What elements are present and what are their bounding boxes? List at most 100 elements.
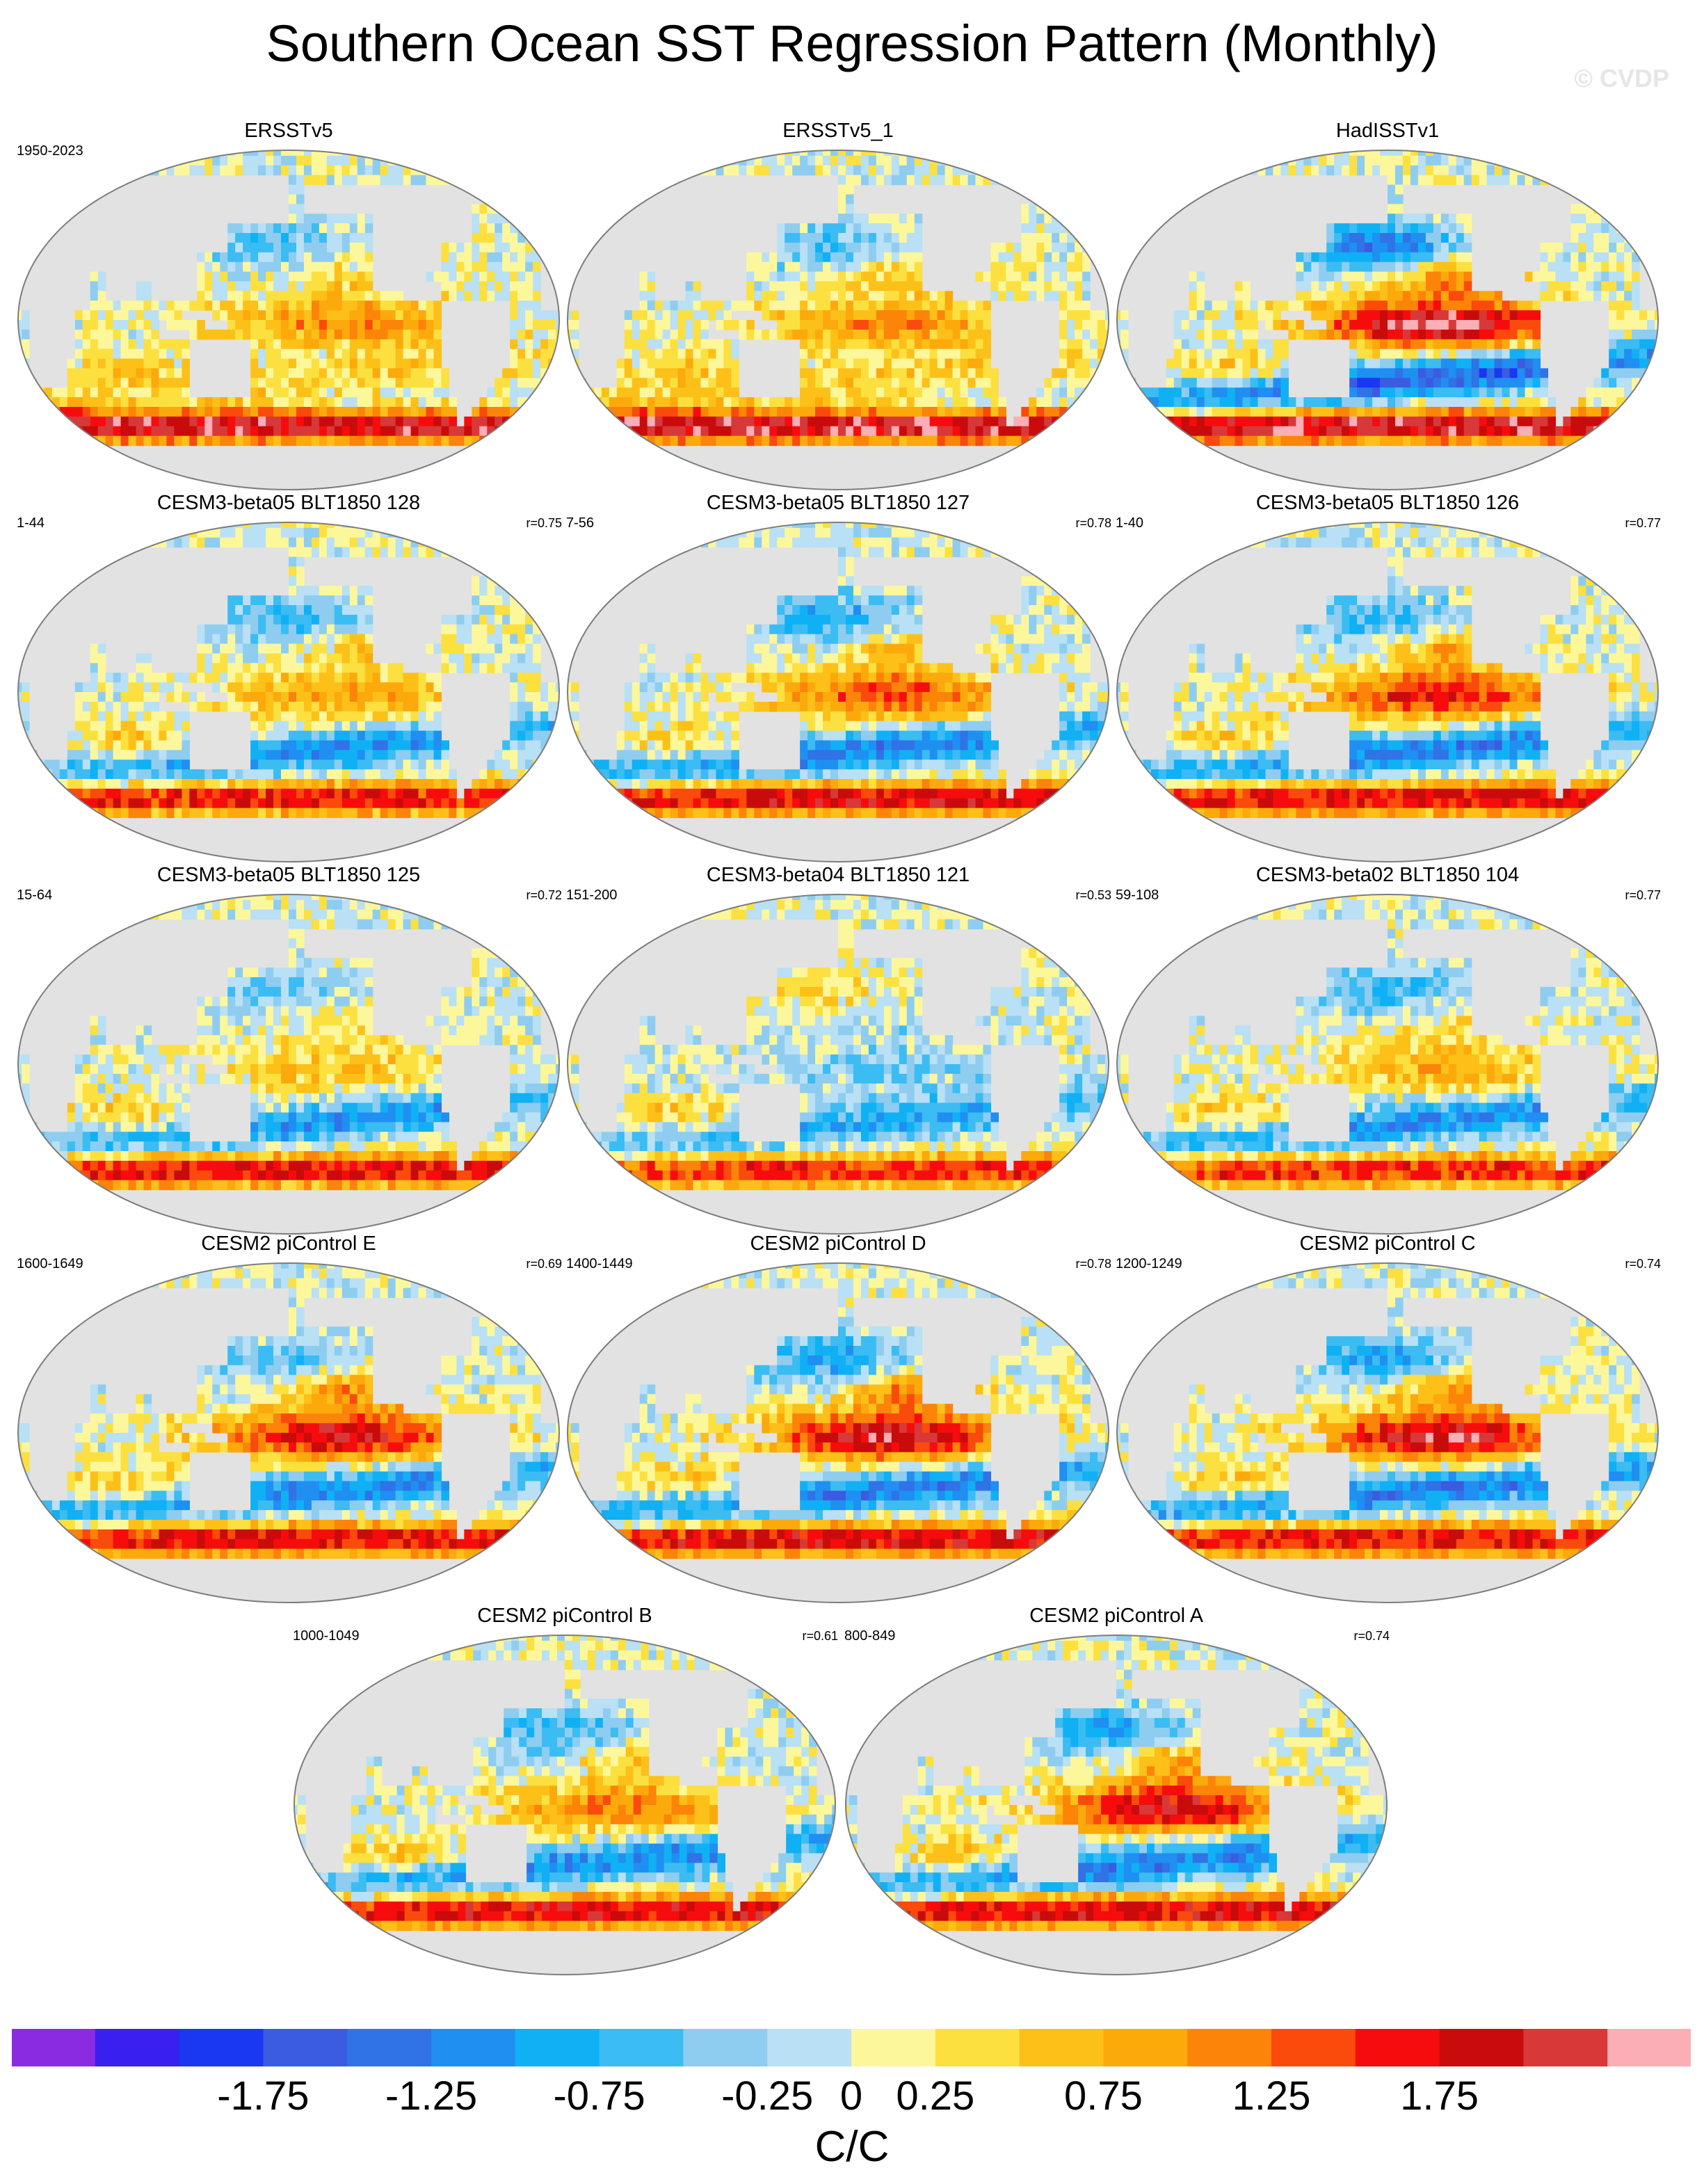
map-cell	[883, 407, 892, 417]
map-cell	[693, 378, 702, 388]
map-cell	[860, 378, 869, 388]
map-cell	[1471, 175, 1480, 186]
map-cell	[29, 397, 38, 408]
map-cell	[479, 281, 488, 291]
map-cell	[754, 329, 762, 340]
map-cell	[1204, 416, 1213, 427]
map-cell	[1639, 387, 1648, 398]
map-cell	[449, 281, 457, 291]
map-cell	[1105, 165, 1109, 176]
map-cell	[868, 252, 877, 263]
map-cell	[1532, 426, 1541, 437]
map-cell	[1334, 397, 1342, 408]
map-cell	[815, 233, 823, 243]
map-cell	[540, 614, 549, 625]
map-cell	[1090, 184, 1098, 195]
map-cell	[113, 300, 122, 311]
map-cell	[296, 643, 305, 655]
map-cell	[243, 653, 251, 664]
map-cell	[662, 320, 671, 330]
map-cell	[220, 416, 228, 427]
map-cell	[243, 252, 251, 263]
map-cell	[136, 291, 145, 301]
map-cell	[1036, 242, 1045, 253]
map-cell	[700, 416, 709, 427]
map-cell	[1349, 155, 1358, 166]
map-cell	[883, 300, 892, 311]
map-cell	[1036, 397, 1045, 408]
map-cell	[479, 407, 488, 417]
map-cell	[303, 527, 312, 538]
map-cell	[556, 426, 559, 437]
map-cell	[1219, 435, 1228, 447]
map-cell	[387, 339, 396, 350]
map-cell	[785, 291, 793, 301]
map-cell	[487, 242, 495, 253]
map-cell	[853, 262, 862, 273]
map-cell	[876, 150, 885, 156]
map-cell	[1410, 233, 1419, 243]
map-cell	[654, 387, 664, 398]
map-cell	[1365, 387, 1373, 398]
map-cell	[1388, 175, 1396, 186]
map-cell	[510, 634, 518, 645]
map-cell	[700, 387, 709, 398]
map-cell	[1632, 348, 1640, 360]
map-cell	[136, 348, 145, 360]
map-cell	[227, 320, 236, 330]
map-cell	[670, 407, 679, 417]
map-cell	[1624, 252, 1632, 263]
map-cell	[97, 358, 106, 369]
map-cell	[1357, 407, 1365, 417]
map-cell	[1204, 165, 1213, 176]
map-cell	[876, 310, 885, 321]
map-cell	[296, 339, 305, 350]
map-cell	[289, 368, 297, 378]
map-cell	[1365, 271, 1373, 282]
map-cell	[830, 271, 839, 282]
map-cell	[97, 682, 106, 693]
map-cell	[716, 426, 725, 437]
map-cell	[357, 271, 366, 282]
map-cell	[906, 155, 915, 166]
map-cell	[197, 165, 205, 176]
map-cell	[44, 165, 53, 176]
map-cell	[677, 155, 686, 166]
map-cell	[1388, 435, 1396, 447]
map-cell	[1540, 155, 1549, 166]
map-cell	[311, 271, 320, 282]
map-cell	[166, 407, 175, 417]
map-cell	[357, 692, 366, 702]
map-cell	[1616, 387, 1625, 398]
map-cell	[1388, 378, 1396, 388]
map-cell	[708, 155, 717, 166]
map-cell	[1334, 281, 1342, 291]
map-cell	[983, 387, 992, 398]
map-cell	[868, 223, 877, 234]
map-cell	[357, 435, 366, 447]
map-cell	[311, 537, 320, 548]
map-cell	[136, 522, 145, 529]
map-cell	[472, 586, 480, 596]
map-cell	[18, 397, 22, 408]
map-cell	[1120, 368, 1129, 378]
map-cell	[1127, 426, 1136, 437]
map-cell	[97, 155, 106, 166]
map-cell	[303, 614, 312, 625]
map-cell	[1029, 397, 1037, 408]
map-cell	[823, 348, 831, 360]
map-cell	[1342, 223, 1350, 234]
map-cell	[838, 435, 846, 447]
map-cell	[1082, 329, 1091, 340]
map-cell	[303, 368, 312, 378]
map-cell	[502, 291, 511, 301]
map-cell	[266, 233, 274, 243]
map-cell	[685, 416, 694, 427]
map-cell	[105, 426, 114, 437]
map-cell	[1647, 175, 1655, 186]
map-cell	[960, 339, 969, 350]
map-cell	[289, 556, 297, 568]
map-cell	[464, 522, 472, 529]
map-cell	[1479, 358, 1488, 369]
map-cell	[1044, 378, 1052, 388]
